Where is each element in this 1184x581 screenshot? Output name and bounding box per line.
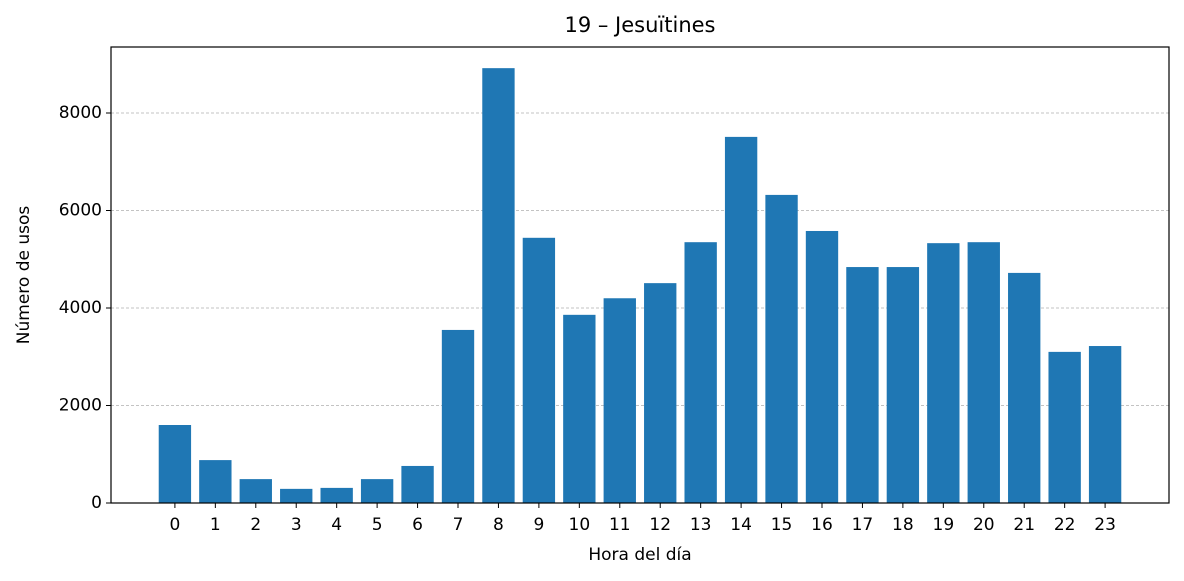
x-tick-label: 6 [412, 515, 423, 535]
bar [886, 267, 920, 503]
bar [1048, 351, 1081, 503]
bar [603, 298, 636, 503]
y-tick-label: 2000 [59, 396, 102, 416]
bar [805, 230, 839, 503]
bar [280, 488, 313, 503]
bar [684, 242, 717, 504]
x-tick-label: 16 [811, 515, 833, 535]
x-axis-label: Hora del día [588, 545, 691, 565]
bar [563, 314, 596, 503]
y-tick-label: 6000 [59, 201, 102, 221]
chart-title: 19 – Jesuïtines [564, 13, 715, 37]
x-tick-label: 18 [892, 515, 914, 535]
bar [522, 237, 556, 503]
bar [158, 425, 192, 503]
y-axis-label: Número de usos [14, 206, 34, 345]
x-tick-label: 15 [771, 515, 793, 535]
y-tick-label: 4000 [59, 298, 102, 318]
x-tick-label: 7 [453, 515, 464, 535]
bar [239, 479, 272, 503]
x-tick-label: 5 [372, 515, 383, 535]
bar [724, 136, 758, 503]
bar [441, 329, 475, 503]
x-tick-label: 13 [690, 515, 712, 535]
x-tick-label: 23 [1094, 515, 1116, 535]
x-tick-label: 21 [1013, 515, 1035, 535]
y-tick-label: 8000 [59, 103, 102, 123]
bar [401, 465, 434, 503]
x-tick-label: 17 [852, 515, 874, 535]
bar [1088, 346, 1122, 503]
bar [644, 283, 677, 503]
plot-frame [110, 46, 1170, 504]
x-tick-label: 12 [649, 515, 671, 535]
x-tick-label: 19 [933, 515, 955, 535]
x-tick-label: 22 [1054, 515, 1076, 535]
x-tick-label: 10 [569, 515, 591, 535]
y-tick-label: 0 [91, 493, 102, 513]
x-tick-label: 0 [169, 515, 180, 535]
x-tick-label: 8 [493, 515, 504, 535]
x-tick-label: 4 [331, 515, 342, 535]
bar [199, 460, 232, 503]
x-tick-label: 11 [609, 515, 631, 535]
x-tick-label: 14 [730, 515, 752, 535]
bar [360, 479, 394, 503]
bar [1008, 272, 1041, 503]
bar [765, 194, 798, 503]
bar [320, 487, 353, 503]
x-tick-label: 3 [291, 515, 302, 535]
x-tick-label: 2 [250, 515, 261, 535]
bar [482, 68, 515, 503]
x-tick-label: 20 [973, 515, 995, 535]
bar [967, 242, 1000, 504]
bar [927, 243, 960, 503]
x-tick-label: 1 [210, 515, 221, 535]
x-tick-label: 9 [533, 515, 544, 535]
bar [846, 267, 879, 503]
